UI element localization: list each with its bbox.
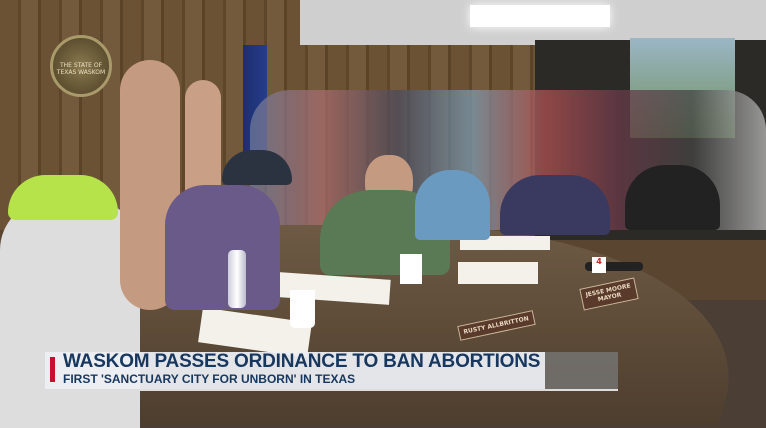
banner-text-panel: WASKOM PASSES ORDINANCE TO BAN ABORTIONS…: [45, 352, 545, 390]
man-in-plaid-shirt: [165, 185, 280, 310]
banner-grey-tail: [545, 352, 618, 390]
man-in-black-shirt: [625, 165, 720, 230]
cup: [290, 290, 315, 328]
dark-cap: [222, 150, 292, 185]
man-in-white-shirt: [0, 200, 140, 428]
subheadline: FIRST 'SANCTUARY CITY FOR UNBORN' IN TEX…: [63, 372, 356, 386]
neon-cap: [8, 175, 118, 220]
banner-underline: [45, 389, 618, 391]
ceiling-light: [470, 5, 610, 27]
water-bottle: [228, 250, 246, 308]
man-in-striped-shirt: [500, 175, 610, 235]
document-stack: [458, 262, 538, 284]
man-in-blue-shirt: [415, 170, 490, 240]
accent-bar: [50, 357, 55, 382]
headline: WASKOM PASSES ORDINANCE TO BAN ABORTIONS: [63, 351, 541, 372]
microphone: [585, 262, 643, 271]
texas-seal-logo: THE STATE OF TEXAS WASKOM: [50, 35, 112, 97]
lower-third-banner: WASKOM PASSES ORDINANCE TO BAN ABORTIONS…: [45, 352, 618, 390]
mic-flag-logo: 4: [592, 257, 606, 273]
cup: [400, 254, 422, 284]
seal-text: THE STATE OF TEXAS WASKOM: [56, 62, 106, 76]
